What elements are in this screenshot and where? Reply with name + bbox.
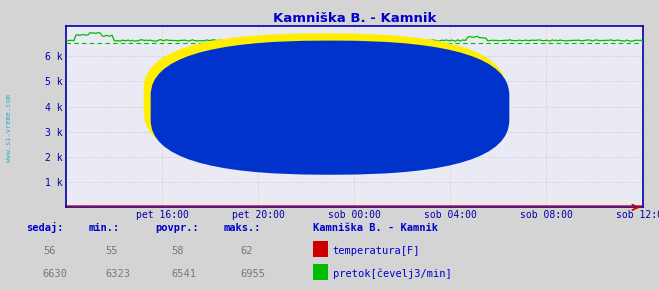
Text: 55: 55 [105,246,118,256]
Text: 58: 58 [171,246,184,256]
Title: Kamniška B. - Kamnik: Kamniška B. - Kamnik [273,12,436,25]
Text: www.si-vreme.com: www.si-vreme.com [243,114,466,134]
Text: 6323: 6323 [105,269,130,279]
Text: 6630: 6630 [43,269,68,279]
Text: temperatura[F]: temperatura[F] [333,246,420,256]
Text: maks.:: maks.: [224,222,262,233]
Text: 6541: 6541 [171,269,196,279]
Text: povpr.:: povpr.: [155,222,198,233]
Text: min.:: min.: [89,222,120,233]
Text: www.si-vreme.com: www.si-vreme.com [5,94,12,162]
Text: 56: 56 [43,246,55,256]
FancyBboxPatch shape [151,41,509,175]
FancyBboxPatch shape [144,33,506,168]
Text: pretok[čevelj3/min]: pretok[čevelj3/min] [333,269,451,279]
Text: Kamniška B. - Kamnik: Kamniška B. - Kamnik [313,222,438,233]
Text: 62: 62 [241,246,253,256]
Text: 6955: 6955 [241,269,266,279]
Text: sedaj:: sedaj: [26,222,64,233]
